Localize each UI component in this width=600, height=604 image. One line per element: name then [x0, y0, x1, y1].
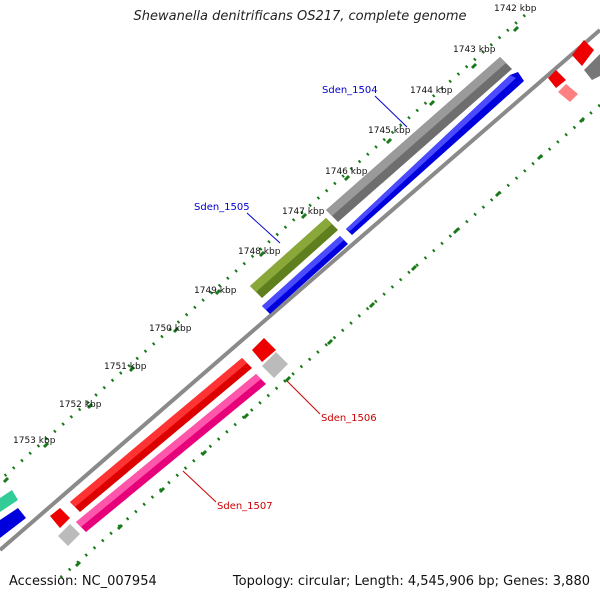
scale-tick-label: 1742 kbp [494, 4, 537, 14]
gene-label-sden-1505[interactable]: Sden_1505 [194, 202, 250, 213]
scale-tick-label: 1747 kbp [282, 207, 325, 217]
scale-major-tick [242, 412, 250, 420]
feature-blue-edge[interactable] [0, 508, 26, 538]
scale-major-tick [536, 153, 544, 161]
scale-major-tick [284, 375, 292, 383]
scale-tick-label: 1749 kbp [194, 286, 237, 296]
scale-major-tick [214, 288, 222, 296]
feature-lightgray-small-lower-left[interactable] [58, 524, 80, 546]
feature-teal-edge[interactable] [0, 490, 18, 512]
genome-title: Shewanella denitrificans OS217, complete… [133, 9, 467, 24]
scale-major-tick [172, 326, 180, 334]
feature-gray-upper-right[interactable] [584, 54, 600, 80]
scale-major-tick [368, 301, 376, 309]
scale-major-tick [512, 25, 520, 33]
leader-line-sden-1507 [182, 470, 217, 503]
leader-line-sden-1505 [246, 212, 281, 244]
feature-red-1506-long[interactable] [70, 358, 252, 512]
scale-major-tick [385, 137, 393, 145]
scale-major-tick [494, 190, 502, 198]
feature-blue-1505[interactable] [262, 236, 348, 314]
scale-major-tick [258, 250, 266, 258]
scale-major-tick [343, 174, 351, 182]
genome-backbone-line [0, 28, 600, 552]
scale-tick-label: 1750 kbp [149, 324, 192, 334]
feature-blue-1504[interactable] [346, 72, 524, 235]
scale-major-tick [428, 99, 436, 107]
gene-label-sden-1506[interactable]: Sden_1506 [321, 413, 377, 424]
feature-red-upper-right[interactable] [572, 40, 594, 66]
scale-ticks [2, 25, 586, 568]
leader-line-sden-1506 [286, 380, 321, 415]
scale-major-tick [470, 62, 478, 70]
feature-red-small-mid[interactable] [252, 338, 276, 362]
scale-major-tick [200, 449, 208, 457]
scale-major-tick [410, 264, 418, 272]
scale-major-tick [158, 486, 166, 494]
scale-major-tick [578, 116, 586, 124]
scale-tick-label: 1744 kbp [410, 86, 453, 96]
scale-tick-labels: 1742 kbp 1743 kbp 1744 kbp 1745 kbp 1746 kbp… [13, 4, 537, 446]
scale-major-tick [74, 560, 82, 568]
scale-tick-label: 1743 kbp [453, 45, 496, 55]
scale-major-tick [86, 402, 94, 410]
scale-tick-label: 1752 kbp [59, 400, 102, 410]
feature-gray-long[interactable] [326, 57, 512, 222]
feature-pink-small-upper-right[interactable] [558, 84, 578, 102]
scale-tick-label: 1745 kbp [368, 126, 411, 136]
feature-olive[interactable] [250, 218, 338, 298]
gene-label-sden-1504[interactable]: Sden_1504 [322, 85, 378, 96]
genome-summary-text: Topology: circular; Length: 4,545,906 bp… [232, 574, 590, 589]
feature-pink-1507-long[interactable] [76, 374, 266, 532]
leader-line-sden-1504 [374, 95, 408, 128]
feature-red-small-upper-right[interactable] [548, 70, 566, 88]
scale-major-tick [300, 212, 308, 220]
scale-major-tick [326, 338, 334, 346]
feature-lightgray-small-mid[interactable] [262, 352, 288, 378]
scale-tick-label: 1748 kbp [238, 247, 281, 257]
scale-tick-label: 1751 kbp [104, 362, 147, 372]
scale-dotted-line-outer [0, 13, 526, 482]
scale-major-tick [128, 365, 136, 373]
scale-tick-label: 1753 kbp [13, 436, 56, 446]
scale-major-tick [42, 441, 50, 449]
accession-text: Accession: NC_007954 [9, 574, 157, 589]
scale-tick-label: 1746 kbp [325, 167, 368, 177]
feature-red-small-lower-left[interactable] [50, 508, 70, 528]
gene-label-sden-1507[interactable]: Sden_1507 [217, 501, 273, 512]
scale-major-tick [116, 523, 124, 531]
scale-major-tick [2, 476, 10, 484]
scale-major-tick [452, 227, 460, 235]
